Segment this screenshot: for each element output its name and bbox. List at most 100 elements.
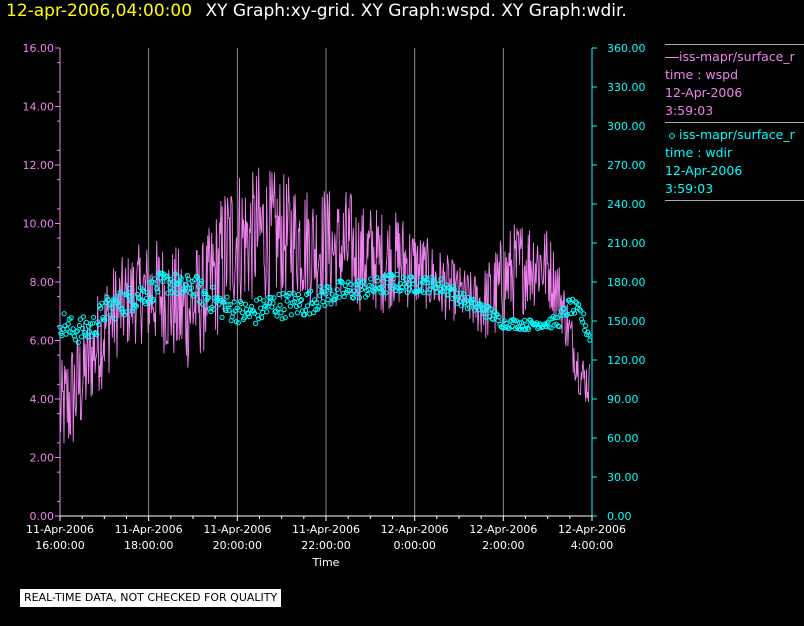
wdir-point <box>211 306 217 312</box>
wdir-point <box>128 298 134 304</box>
wdir-point <box>329 291 335 297</box>
wdir-point <box>198 281 204 287</box>
wdir-point <box>334 287 340 293</box>
wdir-point <box>216 301 222 307</box>
wdir-point <box>107 312 113 318</box>
wdir-point <box>318 283 324 290</box>
wdir-point <box>72 337 78 343</box>
wdir-point <box>365 292 371 298</box>
wdir-point <box>132 302 138 308</box>
wdir-point <box>271 295 277 301</box>
x-tick-label-time: 0:00:00 <box>393 539 435 552</box>
wdir-point <box>235 320 241 326</box>
y-right-tick-label: 330.00 <box>607 81 646 94</box>
wdir-point <box>259 315 265 321</box>
wdir-point <box>499 324 505 330</box>
wdir-point <box>471 296 477 302</box>
x-tick-label-date: 12-Apr-2006 <box>469 523 537 536</box>
wdir-point <box>394 271 400 277</box>
legend-circle-marker <box>669 132 675 139</box>
wdir-point <box>104 294 110 300</box>
wdir-point <box>297 298 303 304</box>
wdir-point <box>120 309 126 315</box>
wdir-point <box>117 289 123 295</box>
wdir-point <box>236 307 242 313</box>
x-tick-label-date: 11-Apr-2006 <box>26 523 94 536</box>
wdir-point <box>404 290 410 296</box>
wdir-point <box>460 291 467 297</box>
wdir-point <box>308 288 314 294</box>
wdir-point <box>61 311 67 317</box>
wdir-point <box>277 302 283 308</box>
x-tick-label-time: 16:00:00 <box>35 539 84 552</box>
wspd-line <box>59 167 591 444</box>
wdir-point <box>534 320 540 326</box>
wdir-point <box>290 290 296 296</box>
wdir-point <box>109 305 115 311</box>
wdir-point <box>245 311 252 317</box>
wdir-point <box>226 307 232 313</box>
x-tick-label-date: 12-Apr-2006 <box>558 523 626 536</box>
wdir-point <box>227 302 233 308</box>
wdir-point <box>64 326 70 332</box>
wdir-point <box>270 300 276 306</box>
y-right-tick-label: 30.00 <box>607 471 639 484</box>
wdir-point <box>451 286 457 292</box>
wdir-point <box>183 282 189 288</box>
wdir-point <box>390 276 396 282</box>
wdir-point <box>76 322 83 329</box>
wdir-point <box>200 301 206 307</box>
wdir-point <box>352 282 359 288</box>
wdir-point <box>151 297 157 303</box>
y-left-tick-label: 8.00 <box>30 276 55 289</box>
wdir-point <box>264 309 270 315</box>
wdir-point <box>114 294 120 300</box>
y-right-tick-label: 240.00 <box>607 198 646 211</box>
wdir-point <box>356 295 363 301</box>
wdir-point <box>253 320 259 326</box>
wdir-point <box>129 308 135 314</box>
wdir-point <box>349 294 355 300</box>
wdir-point <box>285 293 291 299</box>
wdir-point <box>325 297 331 303</box>
wdir-point <box>406 286 413 292</box>
wdir-point <box>443 282 449 288</box>
wdir-point <box>267 300 273 306</box>
wdir-point <box>302 307 309 313</box>
legend-wdir-field: time : wdir <box>665 145 733 160</box>
wdir-point <box>143 301 149 307</box>
wdir-point <box>548 325 554 331</box>
wdir-point <box>223 307 229 313</box>
wdir-point <box>65 321 71 327</box>
wdir-point <box>294 310 300 316</box>
wdir-point <box>274 313 280 319</box>
wdir-point <box>105 297 111 303</box>
y-right-tick-label: 120.00 <box>607 354 646 367</box>
wdir-point <box>424 276 430 283</box>
wdir-point <box>398 287 404 293</box>
x-tick-label-time: 22:00:00 <box>301 539 350 552</box>
wdir-point <box>436 281 442 287</box>
wdir-point <box>268 295 274 301</box>
wdir-point <box>333 293 339 299</box>
wdir-point <box>133 303 139 309</box>
wdir-point <box>186 285 192 291</box>
wdir-point <box>125 293 131 299</box>
wdir-point <box>408 274 415 280</box>
legend: iss-mapr/surface_r time : wspd 12-Apr-20… <box>665 44 804 201</box>
wdir-point <box>378 290 384 296</box>
wdir-point <box>427 286 433 292</box>
wdir-point <box>199 278 205 284</box>
wdir-point <box>258 305 264 311</box>
wdir-point <box>181 288 187 294</box>
wdir-point <box>515 326 522 332</box>
wdir-point <box>456 298 462 304</box>
wdir-point <box>91 314 97 320</box>
wdir-point <box>80 314 87 320</box>
wdir-point <box>188 285 194 291</box>
wdir-point <box>194 274 201 280</box>
wdir-point <box>281 307 287 313</box>
y-left-tick-label: 10.00 <box>23 218 55 231</box>
y-right-tick-label: 270.00 <box>607 159 646 172</box>
wdir-point <box>94 332 100 338</box>
